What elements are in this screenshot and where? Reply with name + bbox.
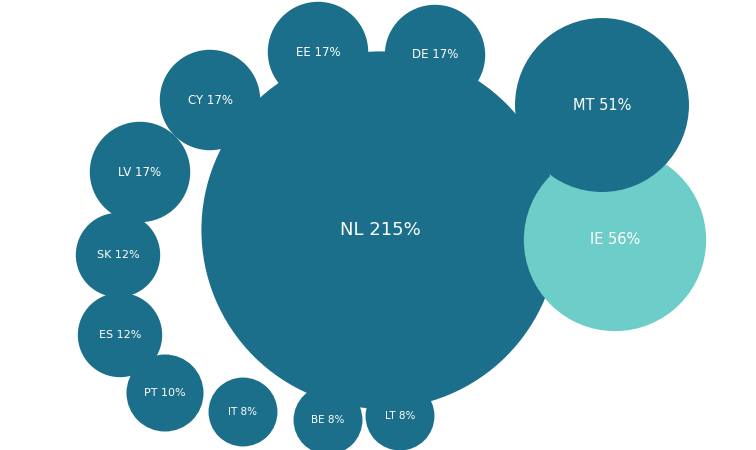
Text: EE 17%: EE 17% — [296, 45, 340, 58]
Circle shape — [366, 382, 435, 450]
Text: IT 8%: IT 8% — [228, 407, 258, 417]
Text: CY 17%: CY 17% — [187, 94, 233, 107]
Circle shape — [90, 122, 191, 222]
Circle shape — [524, 149, 706, 331]
Text: PT 10%: PT 10% — [144, 388, 186, 398]
Circle shape — [126, 355, 203, 432]
Text: ES 12%: ES 12% — [99, 330, 141, 340]
Circle shape — [268, 2, 368, 102]
Text: SK 12%: SK 12% — [97, 250, 139, 260]
Text: BE 8%: BE 8% — [311, 415, 345, 425]
Text: NL 215%: NL 215% — [339, 221, 420, 239]
Text: LV 17%: LV 17% — [119, 166, 162, 179]
Text: LT 8%: LT 8% — [385, 411, 415, 421]
Circle shape — [209, 378, 277, 446]
Circle shape — [76, 213, 160, 297]
Text: IE 56%: IE 56% — [590, 233, 640, 248]
Circle shape — [515, 18, 689, 192]
Circle shape — [293, 386, 362, 450]
Text: DE 17%: DE 17% — [412, 49, 458, 62]
Circle shape — [160, 50, 260, 150]
Text: MT 51%: MT 51% — [573, 98, 631, 112]
Circle shape — [201, 51, 559, 409]
Circle shape — [385, 5, 485, 105]
Circle shape — [78, 293, 163, 377]
